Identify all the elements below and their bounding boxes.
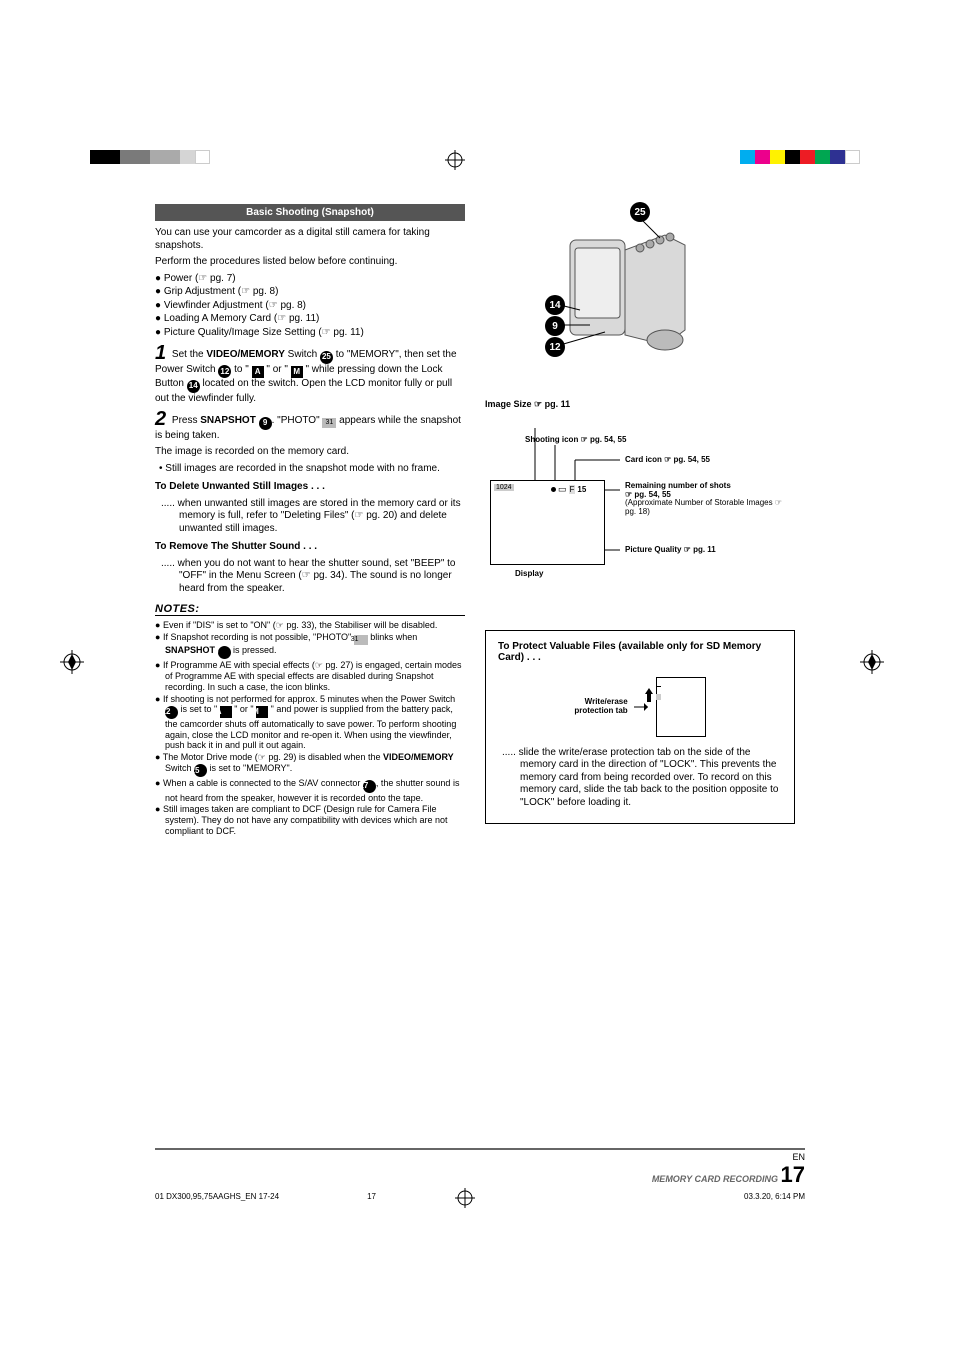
- sd-card-icon: [656, 677, 706, 737]
- prep-list: Power (☞ pg. 7) Grip Adjustment (☞ pg. 8…: [155, 273, 465, 340]
- step-2: 2 Press SNAPSHOT 9. "PHOTO" 31 appears w…: [155, 409, 465, 442]
- protect-body: ..... slide the write/erase protection t…: [498, 747, 782, 810]
- color-registration-bar-left: [90, 150, 210, 164]
- registration-mark: [860, 650, 884, 677]
- prep-item: Loading A Memory Card (☞ pg. 11): [155, 313, 465, 326]
- prep-item: Grip Adjustment (☞ pg. 8): [155, 286, 465, 299]
- section-header: Basic Shooting (Snapshot): [155, 204, 465, 221]
- step-2-sub: The image is recorded on the memory card…: [155, 446, 465, 459]
- color-registration-bar-right: [740, 150, 860, 164]
- display-label: Display: [515, 570, 543, 579]
- card-icon: ▭: [558, 484, 567, 495]
- remaining-shots-label: Remaining number of shots ☞ pg. 54, 55 (…: [625, 482, 785, 517]
- vf-icons: ▭ F 15: [551, 484, 586, 495]
- delete-title: To Delete Unwanted Still Images . . .: [155, 481, 465, 494]
- step-2-notes: • Still images are recorded in the snaps…: [159, 463, 465, 476]
- notes-list: Even if "DIS" is set to "ON" (☞ pg. 33),…: [155, 620, 465, 837]
- shutter-title: To Remove The Shutter Sound . . .: [155, 541, 465, 554]
- image-size-label: Image Size ☞ pg. 11: [485, 400, 795, 410]
- camcorder-diagram: 25 14 9 12: [535, 200, 715, 370]
- print-page: 17: [367, 1192, 376, 1201]
- registration-mark: [445, 150, 465, 173]
- print-datetime: 03.3.20, 6:14 PM: [744, 1192, 805, 1201]
- prep-item: Power (☞ pg. 7): [155, 273, 465, 286]
- page-footer: EN MEMORY CARD RECORDING 17: [155, 1148, 805, 1188]
- picture-quality-label: Picture Quality ☞ pg. 11: [625, 546, 716, 555]
- note-item: The Motor Drive mode (☞ pg. 29) is disab…: [155, 752, 465, 777]
- note-item: If shooting is not performed for approx.…: [155, 694, 465, 751]
- protect-files-box: To Protect Valuable Files (available onl…: [485, 630, 795, 825]
- viewfinder-frame: 1024 ▭ F 15: [490, 480, 605, 565]
- shutter-body: ..... when you do not want to hear the s…: [155, 558, 465, 596]
- note-item: Still images taken are compliant to DCF …: [155, 804, 465, 836]
- intro-text-1: You can use your camcorder as a digital …: [155, 227, 465, 252]
- callout-9: 9: [545, 316, 565, 336]
- protect-title: To Protect Valuable Files (available onl…: [498, 641, 782, 663]
- vf-resolution: 1024: [494, 484, 514, 491]
- print-metadata-footer: 01 DX300,95,75AAGHS_EN 17-24 17 03.3.20,…: [155, 1192, 805, 1201]
- shooting-dot-icon: [551, 487, 556, 492]
- shooting-icon-label: Shooting icon ☞ pg. 54, 55: [525, 436, 626, 445]
- footer-section: MEMORY CARD RECORDING: [652, 1174, 778, 1184]
- prep-item: Viewfinder Adjustment (☞ pg. 8): [155, 300, 465, 313]
- notes-header: NOTES:: [155, 603, 465, 616]
- protection-tab-label: Write/erase protection tab: [574, 698, 627, 716]
- intro-text-2: Perform the procedures listed below befo…: [155, 256, 465, 269]
- note-item: If Programme AE with special effects (☞ …: [155, 660, 465, 692]
- card-icon-label: Card icon ☞ pg. 54, 55: [625, 456, 710, 465]
- prep-item: Picture Quality/Image Size Setting (☞ pg…: [155, 327, 465, 340]
- registration-mark: [60, 650, 84, 677]
- callout-12: 12: [545, 337, 565, 357]
- right-column: 25 14 9 12 Image Size ☞ pg. 11 1024: [485, 200, 795, 838]
- note-item: Even if "DIS" is set to "ON" (☞ pg. 33),…: [155, 620, 465, 631]
- step-number-2: 2: [155, 408, 166, 430]
- footer-page-number: 17: [781, 1162, 805, 1187]
- note-item: If Snapshot recording is not possible, "…: [155, 632, 465, 660]
- delete-body: ..... when unwanted still images are sto…: [155, 498, 465, 536]
- footer-lang: EN: [792, 1152, 805, 1162]
- left-column: Basic Shooting (Snapshot) You can use yo…: [155, 200, 465, 838]
- quality-icon: F: [569, 485, 576, 494]
- display-diagram: 1024 ▭ F 15 Shooting icon ☞ pg. 54, 55 C…: [485, 420, 795, 580]
- note-item: When a cable is connected to the S/AV co…: [155, 778, 465, 803]
- print-filename: 01 DX300,95,75AAGHS_EN 17-24: [155, 1192, 279, 1201]
- sd-card-diagram: Write/erase protection tab: [498, 677, 782, 737]
- step-2-note: • Still images are recorded in the snaps…: [159, 463, 465, 476]
- vf-remaining: 15: [577, 485, 586, 494]
- step-1: 1 Set the VIDEO/MEMORY Switch 25 to "MEM…: [155, 343, 465, 405]
- callout-14: 14: [545, 295, 565, 315]
- callout-25: 25: [630, 202, 650, 222]
- step-number-1: 1: [155, 342, 166, 364]
